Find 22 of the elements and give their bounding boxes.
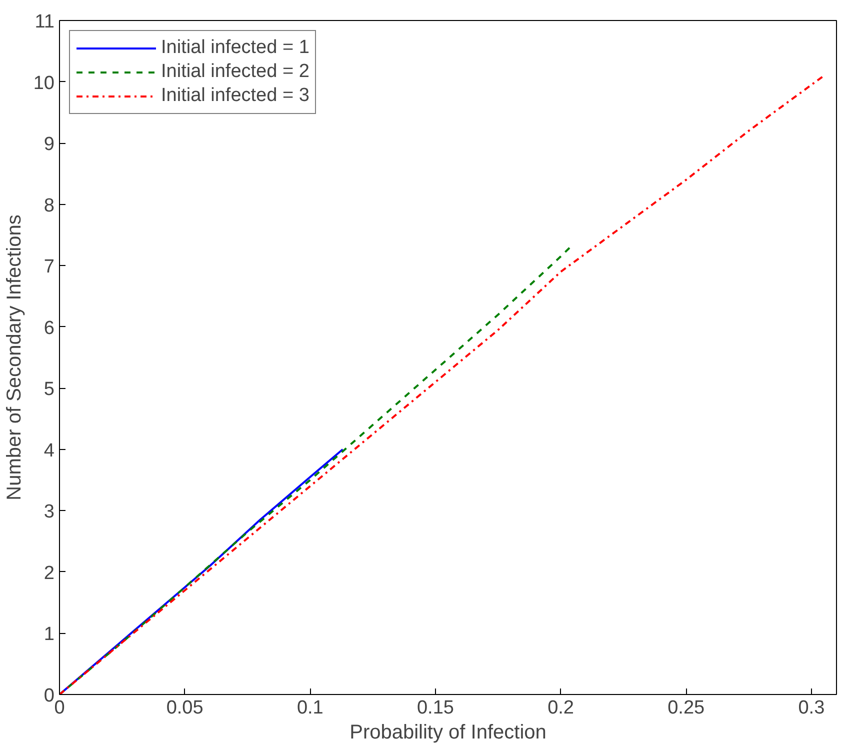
x-tick-label: 0.15 (416, 698, 454, 718)
y-tick-label: 2 (44, 562, 55, 584)
y-tick-label: 3 (44, 502, 55, 523)
y-tick-label: 1 (44, 624, 55, 646)
x-tick-label: 0.2 (548, 698, 574, 718)
y-tick-label: 7 (44, 256, 55, 278)
y-axis-title: Number of Secondary Infections (3, 214, 26, 500)
y-tick-label: 4 (44, 440, 55, 462)
x-tick-label: 0.3 (798, 698, 825, 718)
x-tick-label: 0.1 (296, 698, 324, 718)
y-tick-label: 6 (44, 318, 55, 339)
x-tick-label: 0.25 (668, 698, 705, 718)
y-tick-label: 11 (34, 12, 55, 32)
y-tick-label: 5 (44, 379, 55, 400)
x-axis-title: Probability of Infection (350, 722, 546, 744)
legend-label: Initial infected = 3 (161, 85, 310, 107)
legend-label: Initial infected = 2 (161, 61, 310, 83)
y-tick-label: 10 (33, 72, 55, 94)
y-tick-label: 8 (44, 195, 55, 216)
y-tick-label: 9 (44, 134, 55, 156)
x-tick-label: 0.05 (166, 698, 204, 718)
legend-label: Initial infected = 1 (161, 37, 310, 59)
